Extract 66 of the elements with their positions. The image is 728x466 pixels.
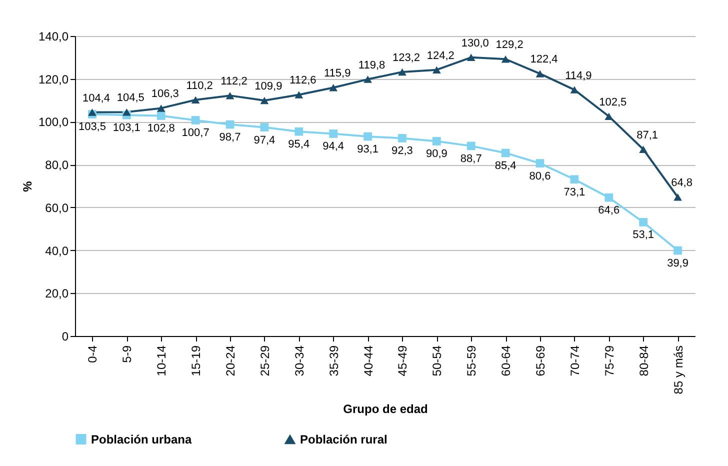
x-tick-label: 75-79	[602, 345, 616, 376]
x-tick-label: 65-69	[534, 345, 548, 376]
x-tick-label: 40-44	[361, 345, 376, 376]
data-label: 112,6	[290, 74, 316, 87]
data-label: 97,4	[254, 134, 276, 146]
data-label: 53,1	[632, 229, 654, 242]
data-label: 73,1	[564, 186, 586, 198]
y-axis-title: %	[20, 180, 34, 192]
data-label: 123,2	[392, 52, 420, 64]
data-label: 114,9	[565, 70, 592, 82]
x-tick-label: 0-4	[86, 345, 100, 363]
x-tick-label: 25-29	[258, 345, 272, 376]
data-label: 87,1	[636, 129, 658, 142]
x-tick-label: 70-74	[568, 345, 582, 376]
x-tick-label: 30-34	[292, 345, 306, 376]
data-label: 95,4	[288, 138, 310, 151]
y-tick-label: 60,0	[45, 200, 69, 215]
data-label: 112,2	[220, 76, 248, 88]
y-tick-label: 40,0	[45, 244, 69, 258]
y-tick-label: 120,0	[38, 72, 69, 86]
data-label: 64,6	[598, 204, 620, 217]
data-label: 94,4	[322, 140, 344, 153]
x-tick-label: 15-19	[189, 345, 204, 376]
data-label: 102,8	[147, 122, 175, 135]
data-label: 119,8	[358, 59, 386, 72]
data-label: 88,7	[460, 152, 482, 165]
y-tick-label: 80,0	[45, 158, 69, 172]
data-label: 104,5	[116, 92, 144, 104]
x-tick-label: 20-24	[224, 345, 238, 376]
x-tick-label: 45-49	[396, 345, 410, 376]
x-tick-label: 35-39	[326, 345, 341, 376]
x-tick-label: 80-84	[636, 345, 651, 376]
data-label: 39,9	[667, 258, 688, 270]
y-tick-label: 140,0	[38, 30, 69, 44]
data-label: 98,7	[219, 132, 241, 144]
y-tick-label: 100,0	[38, 115, 69, 130]
data-label: 90,9	[426, 148, 448, 160]
x-axis-title: Grupo de edad	[343, 402, 428, 416]
x-tick-label: 85 y más	[671, 346, 686, 394]
data-label: 129,2	[496, 39, 524, 52]
data-label: 64,8	[671, 177, 692, 190]
data-label: 102,5	[599, 96, 627, 108]
data-label: 124,2	[426, 50, 454, 62]
data-label: 109,9	[254, 80, 282, 92]
data-label: 115,9	[324, 68, 351, 80]
data-label: 93,1	[357, 144, 378, 156]
data-label: 110,2	[186, 80, 213, 92]
y-tick-label: 0	[62, 330, 69, 344]
data-label: 80,6	[529, 170, 551, 182]
x-tick-label: 55-59	[464, 345, 479, 376]
x-tick-label: 10-14	[154, 345, 169, 376]
legend-label: Población rural	[300, 432, 388, 447]
data-label: 100,7	[182, 127, 210, 140]
data-label: 92,3	[392, 145, 413, 158]
data-label: 130,0	[461, 37, 489, 50]
data-label: 106,3	[151, 88, 179, 100]
x-tick-label: 5-9	[120, 345, 134, 363]
data-label: 103,5	[78, 121, 106, 134]
legend-label: Población urbana	[91, 432, 192, 446]
data-label: 103,1	[112, 122, 140, 134]
x-tick-label: 50-54	[430, 345, 444, 376]
data-label: 122,4	[530, 54, 558, 66]
x-tick-label: 60-64	[499, 345, 514, 376]
y-tick-label: 20,0	[45, 286, 69, 301]
data-label: 104,4	[82, 92, 110, 104]
data-label: 85,4	[494, 160, 516, 172]
